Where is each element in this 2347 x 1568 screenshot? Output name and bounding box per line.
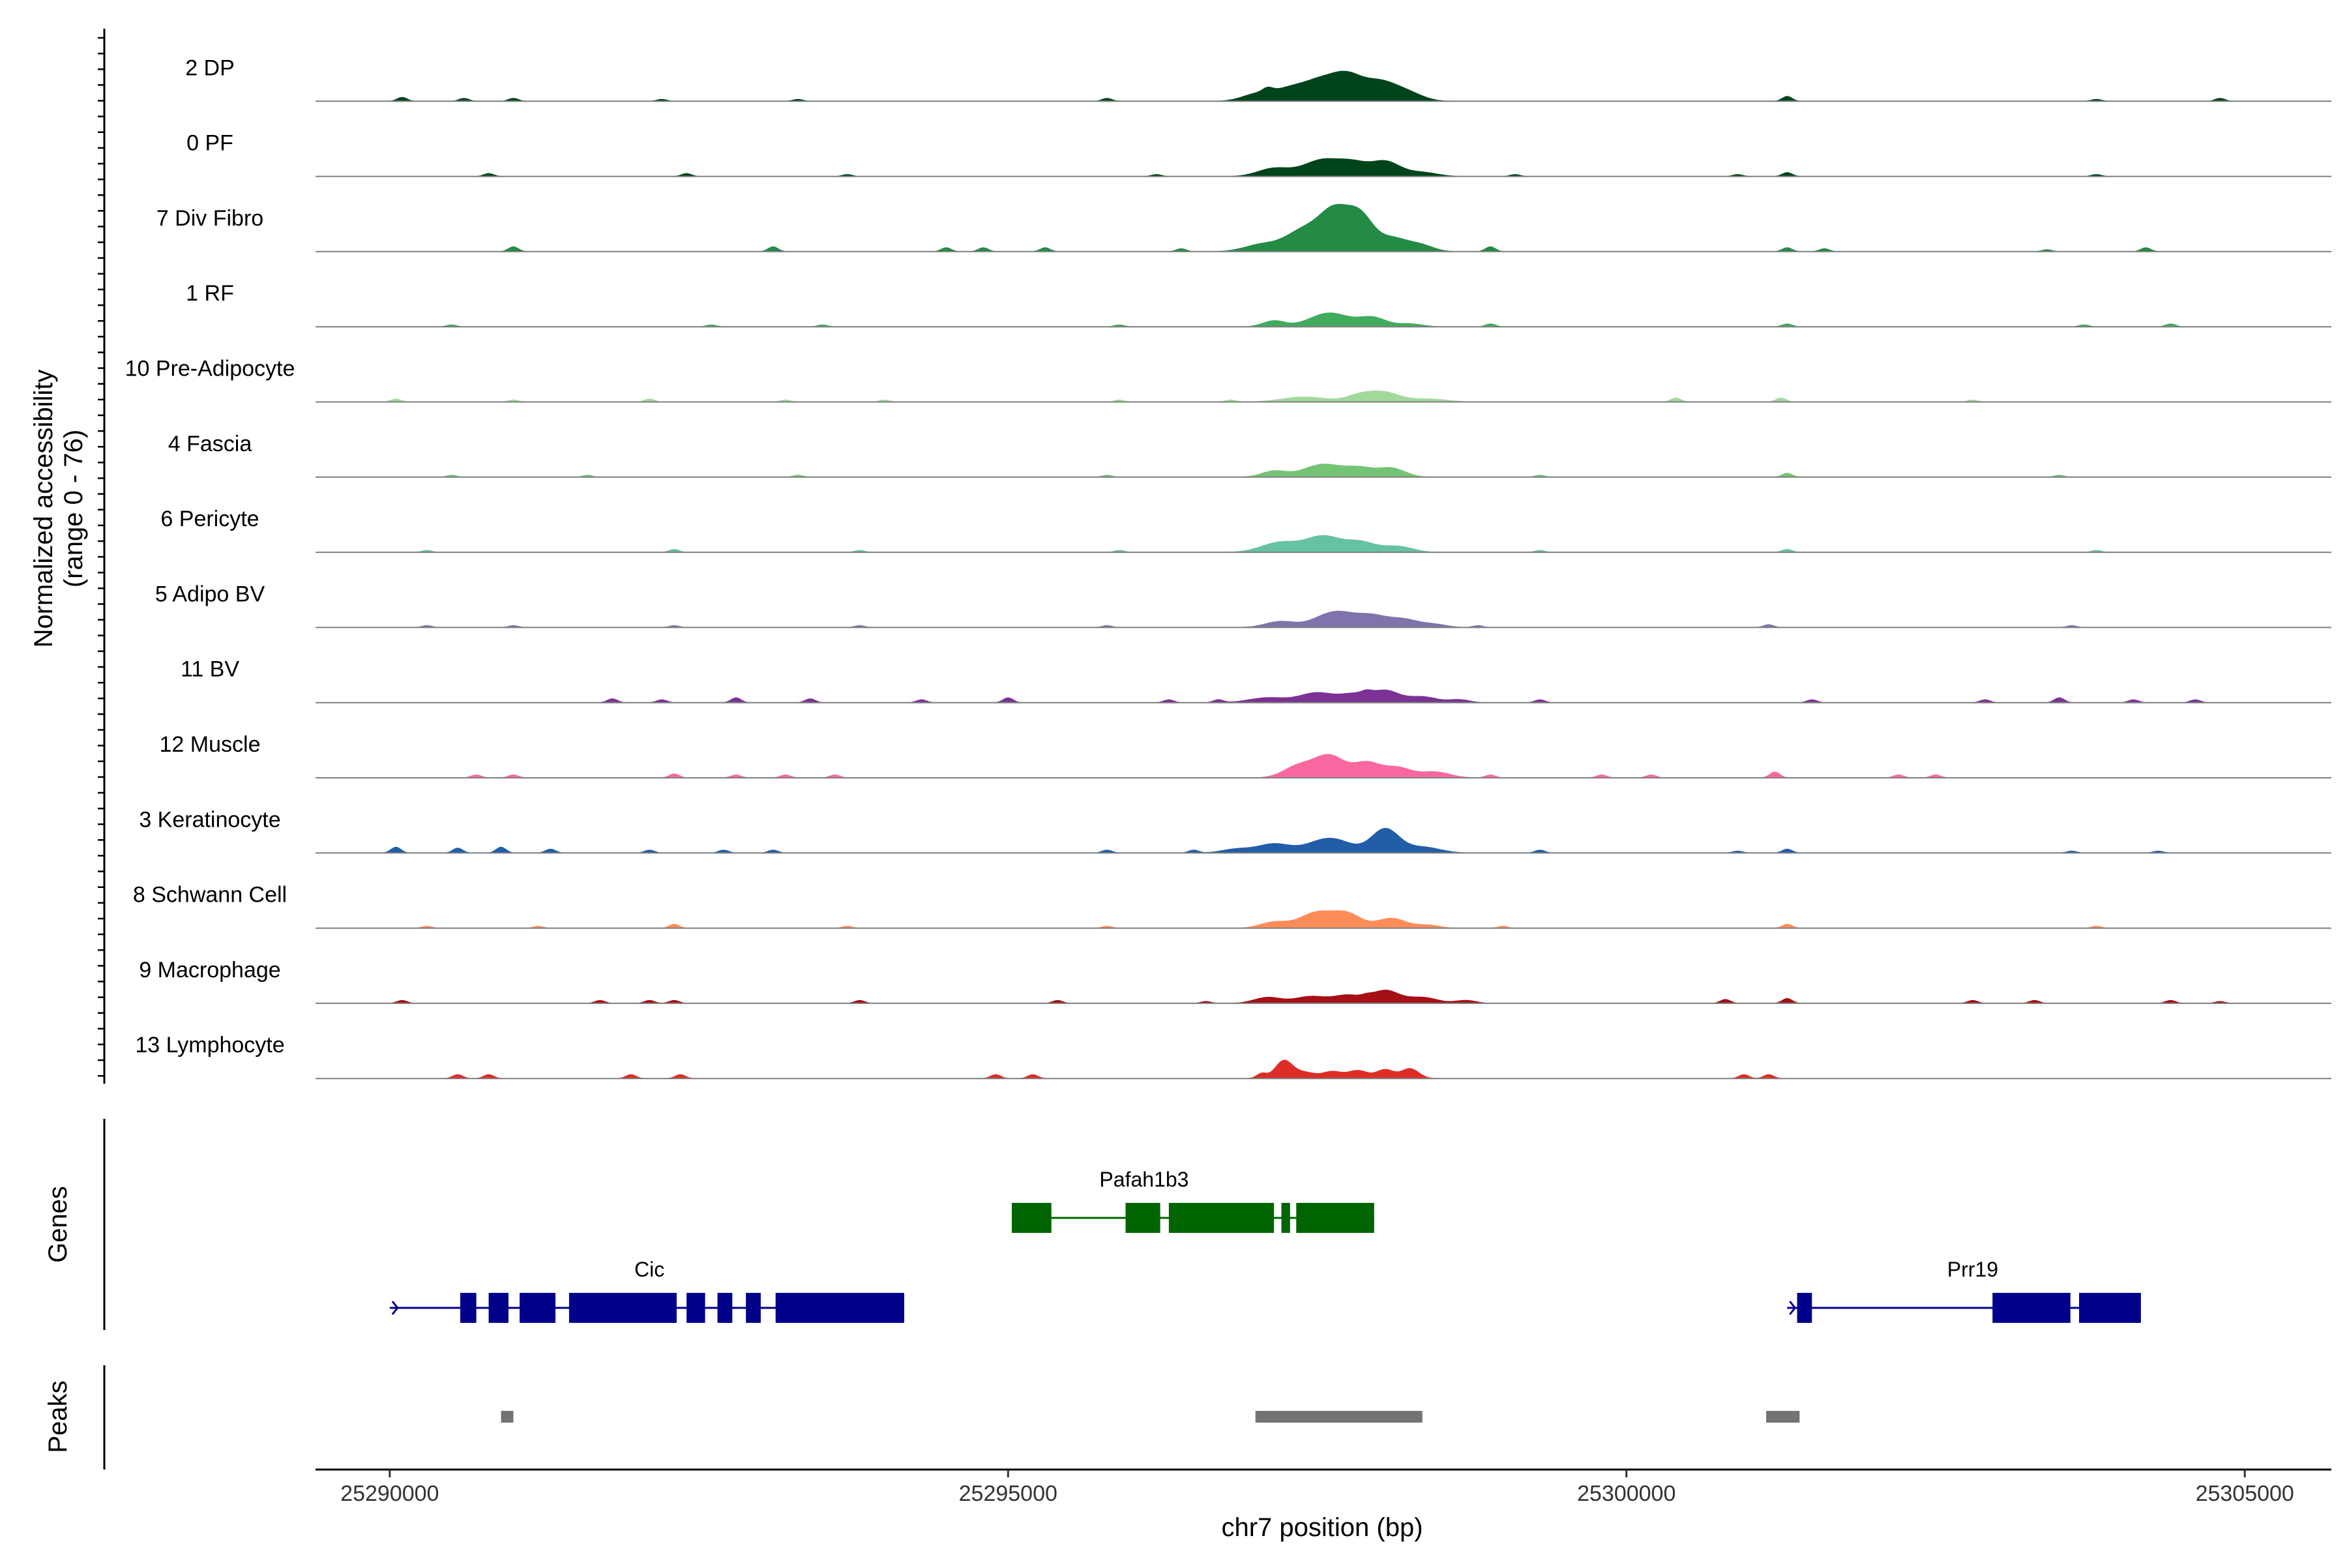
- coverage-area: [316, 312, 2331, 327]
- track-label: 8 Schwann Cell: [133, 883, 287, 908]
- track-label: 3 Keratinocyte: [139, 807, 280, 832]
- coverage-area: [316, 70, 2331, 102]
- coverage-area: [316, 1059, 2331, 1079]
- gene-strand-arrow: [1789, 1301, 1797, 1315]
- track-9-macrophage: 9 Macrophage: [139, 958, 2331, 1004]
- gene-cic: Cic: [389, 1258, 904, 1323]
- gene-label: Pafah1b3: [1099, 1168, 1188, 1191]
- track-0-pf: 0 PF: [186, 131, 2331, 177]
- y-axis-title-line: Normalized accessibility: [29, 370, 58, 648]
- gene-exon: [746, 1293, 761, 1323]
- gene-label: Prr19: [1947, 1258, 1998, 1281]
- genes-track: Genes Pafah1b3 Cic Prr19: [44, 1119, 2141, 1330]
- gene-exon: [775, 1293, 904, 1323]
- track-5-adipo-bv: 5 Adipo BV: [155, 582, 2331, 629]
- gene-exon: [1797, 1293, 1812, 1323]
- x-tick-label: 25300000: [1577, 1481, 1675, 1506]
- track-label: 0 PF: [186, 131, 233, 156]
- coverage-area: [316, 827, 2331, 853]
- track-4-fascia: 4 Fascia: [168, 432, 2331, 478]
- gene-exon: [1011, 1203, 1052, 1233]
- left-axis: Normalized accessibility(range 0 - 76): [29, 29, 106, 1084]
- track-label: 7 Div Fibro: [156, 206, 263, 231]
- gene-strand-arrow: [391, 1301, 399, 1315]
- peaks-track: Peaks: [44, 1365, 1800, 1470]
- coverage-area: [316, 464, 2331, 478]
- gene-exon: [1992, 1293, 2071, 1323]
- coverage-area: [316, 535, 2331, 553]
- x-tick-label: 25295000: [959, 1481, 1057, 1506]
- track-label: 5 Adipo BV: [155, 582, 265, 606]
- peak-region: [501, 1411, 514, 1423]
- y-axis-title-line: (range 0 - 76): [59, 430, 88, 587]
- gene-prr19: Prr19: [1787, 1258, 2141, 1323]
- track-label: 9 Macrophage: [139, 958, 280, 983]
- gene-exon: [1296, 1203, 1374, 1233]
- x-axis: chr7 position (bp) 25290000 25295000 25300…: [316, 1468, 2331, 1542]
- coverage-area: [316, 158, 2331, 177]
- track-label: 1 RF: [186, 281, 234, 306]
- track-10-pre-adipocyte: 10 Pre-Adipocyte: [125, 357, 2331, 403]
- track-label: 2 DP: [185, 55, 235, 80]
- track-label: 12 Muscle: [160, 732, 261, 757]
- track-label: 4 Fascia: [168, 432, 252, 456]
- track-label: 10 Pre-Adipocyte: [125, 357, 295, 381]
- coverage-area: [316, 689, 2331, 703]
- gene-exon: [488, 1293, 509, 1323]
- peak-region: [1766, 1411, 1800, 1423]
- coverage-area: [316, 203, 2331, 252]
- gene-exon: [717, 1293, 733, 1323]
- track-label: 6 Pericyte: [160, 507, 259, 531]
- x-tick-label: 25305000: [2196, 1481, 2294, 1506]
- track-8-schwann-cell: 8 Schwann Cell: [133, 883, 2331, 929]
- gene-exon: [2079, 1293, 2141, 1323]
- coverage-tracks: 2 DP 0 PF 7 Div Fibro 1 RF 10 Pre-Adipocyte 4…: [125, 55, 2331, 1080]
- coverage-area: [316, 989, 2331, 1004]
- track-1-rf: 1 RF: [186, 281, 2331, 328]
- coverage-area: [316, 391, 2331, 402]
- x-axis-title: chr7 position (bp): [1221, 1513, 1423, 1542]
- track-label: 13 Lymphocyte: [135, 1033, 284, 1058]
- track-6-pericyte: 6 Pericyte: [160, 507, 2331, 554]
- gene-label: Cic: [634, 1258, 664, 1281]
- y-axis-title: Normalized accessibility(range 0 - 76): [29, 370, 88, 648]
- gene-exon: [519, 1293, 556, 1323]
- coverage-area: [316, 754, 2331, 778]
- gene-exon: [568, 1293, 677, 1323]
- gene-exon: [1281, 1203, 1290, 1233]
- peak-region: [1255, 1411, 1423, 1423]
- track-12-muscle: 12 Muscle: [160, 732, 2331, 778]
- x-tick-label: 25290000: [340, 1481, 439, 1506]
- gene-exon: [1125, 1203, 1160, 1233]
- gene-exon: [460, 1293, 477, 1323]
- track-11-bv: 11 BV: [181, 657, 2331, 703]
- gene-exon: [1168, 1203, 1275, 1233]
- coverage-area: [316, 610, 2331, 628]
- coverage-area: [316, 910, 2331, 929]
- track-2-dp: 2 DP: [185, 55, 2331, 102]
- genes-panel-label: Genes: [44, 1186, 72, 1263]
- track-7-div-fibro: 7 Div Fibro: [156, 203, 2331, 252]
- gene-exon: [686, 1293, 705, 1323]
- track-3-keratinocyte: 3 Keratinocyte: [139, 807, 2331, 854]
- track-13-lymphocyte: 13 Lymphocyte: [135, 1033, 2331, 1080]
- track-label: 11 BV: [181, 657, 239, 682]
- peaks-panel-label: Peaks: [44, 1380, 72, 1453]
- gene-pafah1b3: Pafah1b3: [1011, 1168, 1374, 1233]
